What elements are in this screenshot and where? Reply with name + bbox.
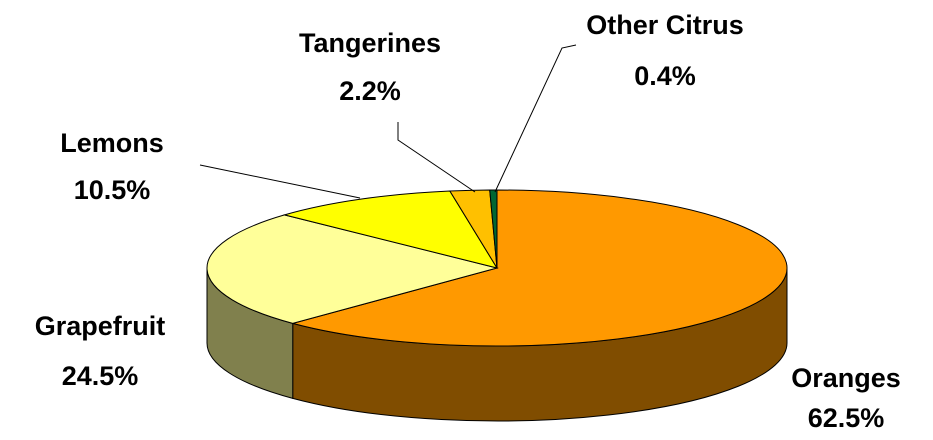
- slice-label: Other Citrus: [586, 10, 744, 40]
- value-label: 24.5%: [62, 361, 139, 391]
- slice-label: Oranges: [791, 363, 901, 393]
- value-label: 62.5%: [808, 403, 885, 433]
- leader-line: [199, 164, 361, 199]
- leader-line: [397, 122, 476, 193]
- leader-line: [494, 44, 577, 193]
- slice-label: Tangerines: [299, 28, 441, 58]
- value-label: 0.4%: [634, 61, 696, 91]
- pie-slice: [489, 189, 498, 269]
- pie-slice: [290, 189, 788, 347]
- labels: Oranges 62.5% Grapefruit 24.5% Lemons 10.5% Ta…: [35, 10, 901, 433]
- slice-label: Lemons: [60, 128, 164, 158]
- slice-label: Grapefruit: [35, 311, 166, 341]
- value-label: 10.5%: [74, 175, 151, 205]
- value-label: 2.2%: [339, 76, 401, 106]
- pie-tops: [206, 189, 788, 347]
- pie-slice: [282, 190, 499, 269]
- pie-slice: [206, 214, 499, 324]
